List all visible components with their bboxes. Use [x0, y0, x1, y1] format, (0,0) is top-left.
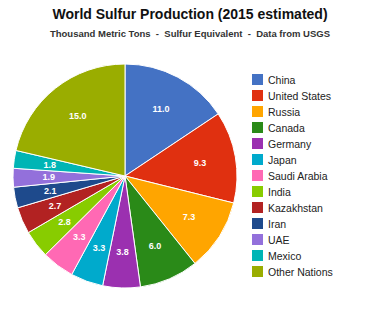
legend-label: Kazakhstan: [268, 202, 323, 214]
legend-swatch: [252, 266, 263, 277]
legend-swatch: [252, 202, 263, 213]
legend-label: Germany: [268, 138, 312, 150]
legend-label: China: [268, 74, 296, 86]
data-label: 1.9: [43, 172, 56, 182]
data-label: 6.0: [149, 241, 162, 251]
legend-label: UAE: [268, 234, 290, 246]
data-label: 2.8: [58, 217, 71, 227]
data-label: 11.0: [152, 104, 169, 114]
data-label: 3.3: [93, 243, 106, 253]
data-label: 1.8: [43, 160, 56, 170]
chart-title: World Sulfur Production (2015 estimated): [52, 6, 327, 22]
legend-swatch: [252, 74, 263, 85]
legend-label: Russia: [268, 106, 300, 118]
pie: [13, 64, 237, 288]
legend-label: Mexico: [268, 250, 301, 262]
legend-label: Japan: [268, 154, 297, 166]
legend: China United States Russia Canada Germany Jap…: [252, 74, 333, 278]
data-label: 3.8: [116, 247, 129, 257]
legend-swatch: [252, 218, 263, 229]
chart-svg: World Sulfur Production (2015 estimated)…: [0, 0, 380, 310]
data-labels: 11.09.37.36.03.83.33.32.82.72.11.91.815.…: [43, 104, 207, 257]
legend-label: Saudi Arabia: [268, 170, 328, 182]
data-label: 3.3: [73, 232, 86, 242]
legend-swatch: [252, 250, 263, 261]
legend-swatch: [252, 154, 263, 165]
legend-label: United States: [268, 90, 331, 102]
data-label: 2.7: [49, 201, 62, 211]
legend-swatch: [252, 234, 263, 245]
legend-label: Canada: [268, 122, 305, 134]
legend-swatch: [252, 122, 263, 133]
legend-swatch: [252, 106, 263, 117]
chart-container: World Sulfur Production (2015 estimated)…: [0, 0, 380, 310]
data-label: 2.1: [44, 186, 57, 196]
legend-label: Iran: [268, 218, 286, 230]
legend-swatch: [252, 90, 263, 101]
legend-label: Other Nations: [268, 266, 333, 278]
data-label: 15.0: [69, 111, 87, 121]
data-label: 9.3: [194, 158, 207, 168]
legend-swatch: [252, 170, 263, 181]
pie-slice: [16, 64, 125, 176]
legend-swatch: [252, 186, 263, 197]
legend-swatch: [252, 138, 263, 149]
legend-label: India: [268, 186, 291, 198]
chart-subtitle: Thousand Metric Tons - Sulfur Equivalent…: [50, 28, 330, 39]
data-label: 7.3: [183, 212, 196, 222]
